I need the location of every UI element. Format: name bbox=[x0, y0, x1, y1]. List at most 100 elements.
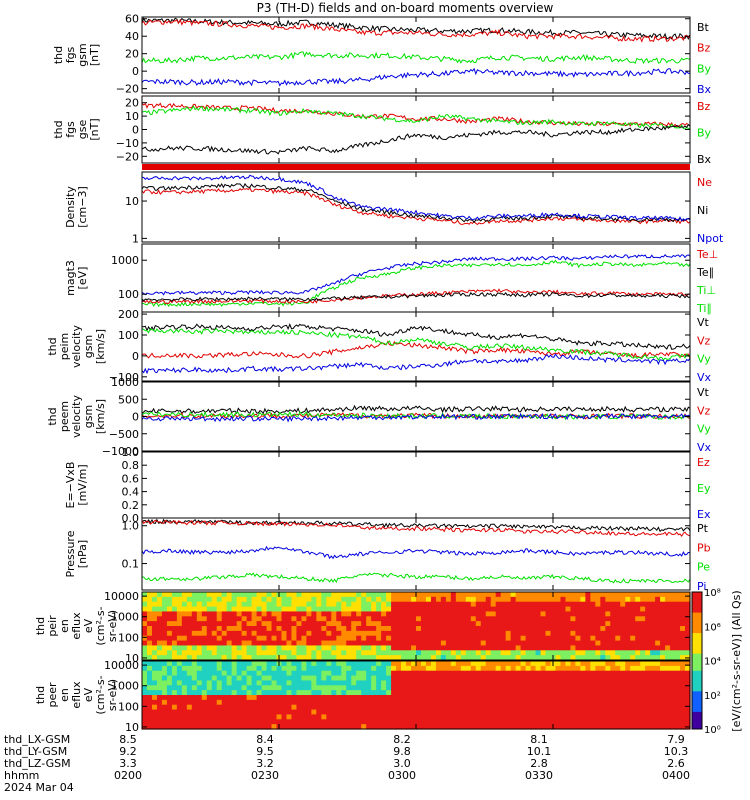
heatmap-cell bbox=[615, 714, 621, 720]
heatmap-cell bbox=[276, 640, 283, 647]
heatmap-cell bbox=[460, 714, 467, 720]
heatmap-cell bbox=[600, 670, 606, 677]
heatmap-cell bbox=[256, 714, 263, 720]
heatmap-cell bbox=[555, 635, 562, 642]
heatmap-cell bbox=[605, 670, 611, 677]
series-By-line bbox=[141, 105, 691, 130]
heatmap-cell bbox=[196, 709, 203, 716]
heatmap-cell bbox=[371, 714, 377, 720]
heatmap-cell bbox=[520, 714, 527, 720]
heatmap-cell bbox=[420, 655, 427, 661]
heatmap-cell bbox=[221, 621, 228, 627]
heatmap-cell bbox=[226, 655, 233, 661]
series-Vx-line bbox=[141, 353, 691, 375]
heatmap-cell bbox=[256, 616, 263, 622]
heatmap-cell bbox=[635, 680, 641, 686]
heatmap-cell bbox=[575, 630, 581, 637]
heatmap-cell bbox=[171, 670, 178, 677]
heatmap-cell bbox=[505, 670, 512, 677]
x-row-value: 10.3 bbox=[664, 745, 689, 758]
heatmap-cell bbox=[391, 709, 397, 716]
heatmap-cell bbox=[650, 714, 656, 720]
y-tick-label: 10 bbox=[125, 652, 139, 665]
heatmap-cell bbox=[525, 661, 532, 667]
heatmap-cell bbox=[555, 630, 562, 637]
x-row-value: 9.8 bbox=[393, 745, 411, 758]
heatmap-cell bbox=[406, 592, 412, 598]
heatmap-cell bbox=[510, 675, 517, 682]
heatmap-cell bbox=[460, 630, 467, 637]
heatmap-cell bbox=[585, 709, 591, 716]
heatmap-cell bbox=[630, 630, 636, 637]
heatmap-cell bbox=[670, 611, 676, 617]
heatmap-cell bbox=[455, 680, 462, 686]
heatmap-cell bbox=[450, 626, 457, 632]
legend-Pe: Pe bbox=[697, 561, 710, 574]
series-Pt-line bbox=[141, 518, 691, 533]
y-tick-label: 20 bbox=[125, 48, 139, 61]
heatmap-cell bbox=[191, 611, 198, 617]
heatmap-cell bbox=[356, 719, 362, 725]
heatmap-cell bbox=[376, 699, 382, 706]
heatmap-cell bbox=[430, 592, 437, 598]
heatmap-cell bbox=[620, 675, 626, 682]
heatmap-cell bbox=[660, 621, 666, 627]
heatmap-cell bbox=[216, 680, 223, 686]
y-axis-label: [nT] bbox=[88, 44, 101, 66]
heatmap-cell bbox=[311, 606, 317, 613]
heatmap-cell bbox=[600, 645, 606, 651]
heatmap-cell bbox=[341, 596, 347, 603]
heatmap-cell bbox=[605, 704, 611, 711]
heatmap-cell bbox=[246, 690, 253, 696]
heatmap-cell bbox=[680, 606, 686, 613]
heatmap-cell bbox=[685, 685, 691, 691]
heatmap-cell bbox=[261, 704, 268, 711]
heatmap-cell bbox=[376, 650, 382, 656]
heatmap-cell bbox=[391, 699, 397, 706]
heatmap-cell bbox=[336, 709, 342, 716]
heatmap-cell bbox=[161, 616, 168, 622]
heatmap-cell bbox=[490, 685, 497, 691]
heatmap-cell bbox=[635, 645, 641, 651]
heatmap-cell bbox=[236, 655, 243, 661]
heatmap-cell bbox=[411, 665, 417, 672]
heatmap-cell bbox=[600, 650, 606, 656]
heatmap-cell bbox=[495, 650, 502, 656]
heatmap-cell bbox=[570, 596, 577, 603]
heatmap-cell bbox=[420, 611, 427, 617]
heatmap-cell bbox=[376, 724, 382, 730]
heatmap-cell bbox=[216, 690, 223, 696]
heatmap-cell bbox=[216, 640, 223, 647]
heatmap-cell bbox=[465, 645, 472, 651]
heatmap-cell bbox=[151, 650, 158, 656]
heatmap-cell bbox=[396, 695, 402, 701]
heatmap-cell bbox=[271, 709, 278, 716]
heatmap-cell bbox=[625, 596, 631, 603]
heatmap-cell bbox=[625, 670, 631, 677]
heatmap-cell bbox=[191, 592, 198, 598]
heatmap-cell bbox=[610, 616, 616, 622]
heatmap-cell bbox=[515, 630, 522, 637]
heatmap-cell bbox=[311, 665, 317, 672]
heatmap-cell bbox=[590, 626, 596, 632]
heatmap-cell bbox=[420, 601, 427, 608]
heatmap-cell bbox=[346, 690, 352, 696]
heatmap-cell bbox=[595, 699, 601, 706]
heatmap-cell bbox=[306, 592, 312, 598]
heatmap-cell bbox=[191, 709, 198, 716]
heatmap-cell bbox=[680, 611, 686, 617]
heatmap-cell bbox=[286, 685, 293, 691]
heatmap-cell bbox=[206, 680, 213, 686]
heatmap-cell bbox=[435, 630, 442, 637]
heatmap-cell bbox=[595, 709, 601, 716]
heatmap-cell bbox=[201, 621, 208, 627]
heatmap-cell bbox=[246, 719, 253, 725]
heatmap-cell bbox=[286, 714, 293, 720]
heatmap-cell bbox=[535, 601, 542, 608]
heatmap-cell bbox=[500, 695, 507, 701]
heatmap-cell bbox=[575, 606, 581, 613]
heatmap-cell bbox=[361, 606, 367, 613]
heatmap-cell bbox=[535, 655, 542, 661]
colorbar-tick-label: 10⁸ bbox=[704, 588, 721, 599]
heatmap-cell bbox=[411, 719, 417, 725]
